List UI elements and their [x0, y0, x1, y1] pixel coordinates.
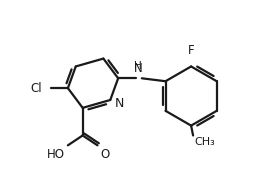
Text: Cl: Cl: [31, 82, 42, 95]
Text: HO: HO: [47, 148, 65, 161]
Text: F: F: [188, 44, 195, 57]
Text: H: H: [134, 61, 142, 71]
Text: O: O: [100, 148, 110, 161]
Text: CH₃: CH₃: [194, 137, 215, 147]
Text: N: N: [115, 97, 125, 110]
Text: N: N: [133, 62, 142, 75]
